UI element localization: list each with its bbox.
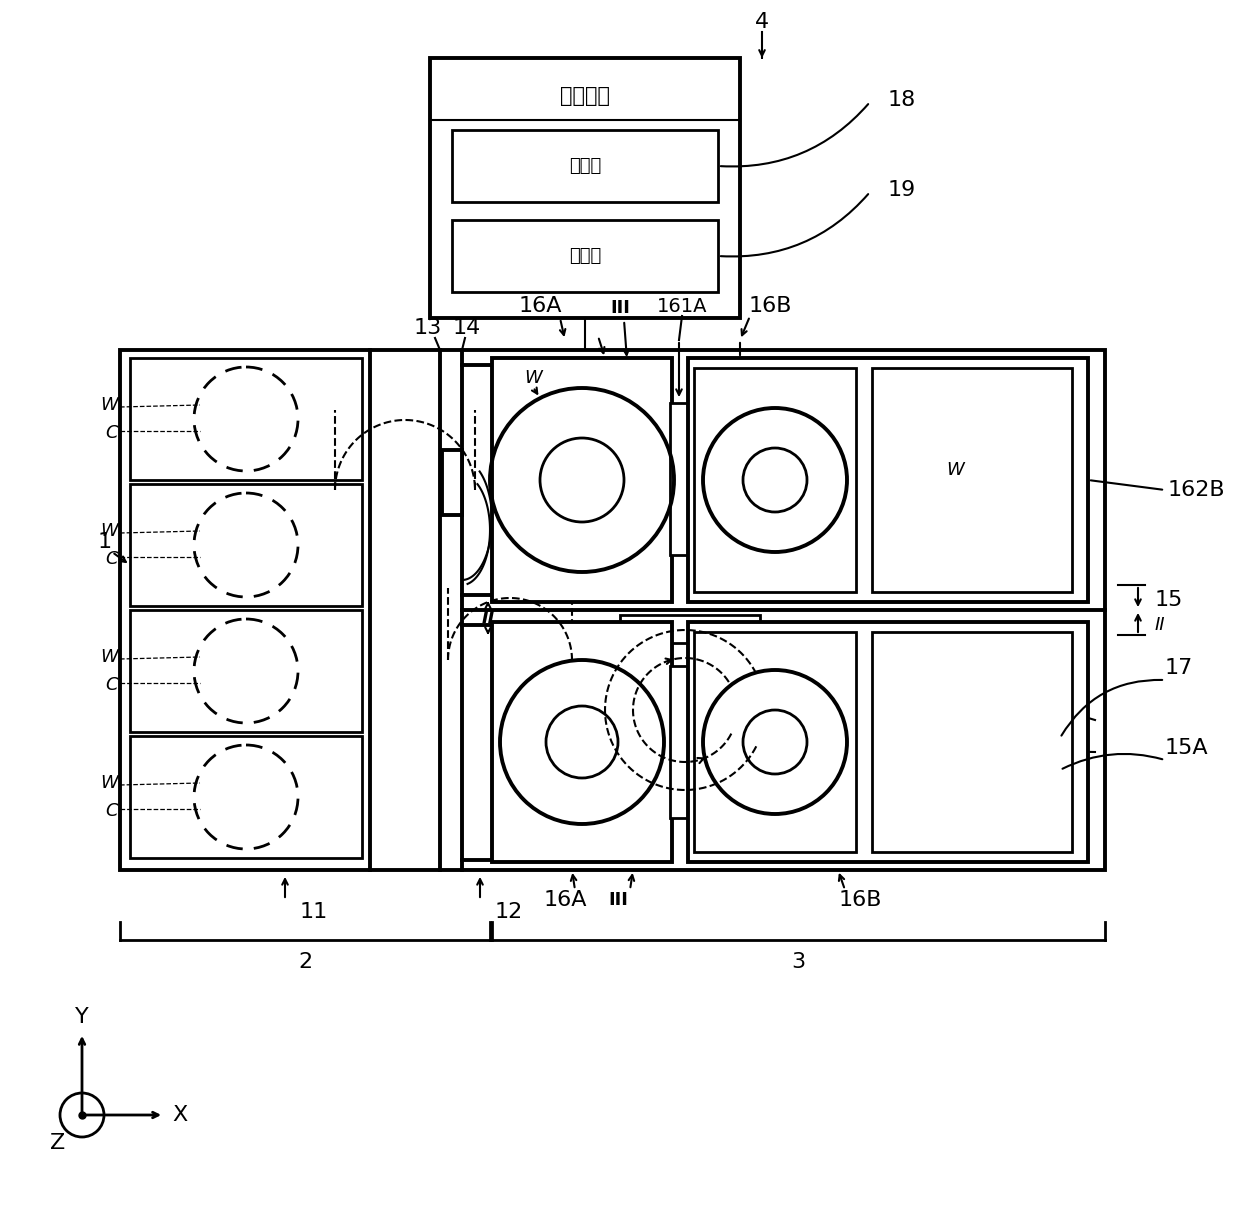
Text: III: III: [608, 892, 627, 909]
Text: W: W: [100, 523, 118, 540]
Bar: [492, 358, 672, 602]
Text: W: W: [525, 369, 542, 387]
Text: 15A: 15A: [1166, 738, 1209, 758]
Text: 18: 18: [888, 90, 916, 110]
Text: 14: 14: [453, 318, 481, 339]
Bar: [688, 358, 1087, 602]
Text: 16B: 16B: [838, 890, 882, 910]
Text: 控制装置: 控制装置: [560, 86, 610, 106]
Bar: [120, 350, 1105, 870]
Bar: [872, 368, 1073, 592]
Text: 15: 15: [1154, 590, 1183, 610]
Text: Z: Z: [51, 1133, 66, 1153]
Text: Y: Y: [76, 1007, 89, 1027]
Bar: [872, 632, 1073, 853]
Text: W: W: [100, 396, 118, 414]
Bar: [715, 643, 725, 667]
Text: 17: 17: [1166, 658, 1193, 678]
Bar: [430, 58, 740, 318]
Text: II: II: [481, 609, 495, 627]
Bar: [130, 358, 362, 480]
Text: 4: 4: [755, 12, 769, 32]
Bar: [441, 449, 463, 515]
Text: 12: 12: [495, 903, 523, 922]
Text: 16A: 16A: [543, 890, 587, 910]
Bar: [620, 615, 760, 643]
Text: 13: 13: [414, 318, 443, 339]
Bar: [670, 403, 688, 555]
Bar: [694, 632, 856, 853]
Bar: [130, 610, 362, 732]
Bar: [694, 368, 856, 592]
Bar: [453, 130, 718, 202]
Text: W: W: [100, 773, 118, 792]
Text: X: X: [172, 1105, 187, 1125]
Bar: [670, 666, 688, 818]
Text: 存储部: 存储部: [569, 247, 601, 266]
Text: 11: 11: [300, 903, 329, 922]
Text: 16B: 16B: [748, 296, 792, 315]
Bar: [492, 622, 672, 862]
Text: 16A: 16A: [518, 296, 562, 315]
Text: 2: 2: [298, 952, 312, 972]
Text: 1: 1: [98, 532, 112, 552]
Text: 3: 3: [791, 952, 805, 972]
Text: C: C: [105, 801, 118, 820]
Bar: [130, 484, 362, 607]
Bar: [453, 220, 718, 292]
Text: W: W: [100, 648, 118, 666]
Text: C: C: [105, 424, 118, 442]
Bar: [655, 643, 665, 667]
Text: II: II: [1154, 616, 1166, 635]
Text: W: W: [946, 460, 963, 479]
Bar: [130, 736, 362, 857]
Text: 控制部: 控制部: [569, 157, 601, 175]
Text: C: C: [105, 551, 118, 568]
Bar: [688, 622, 1087, 862]
Text: C: C: [105, 676, 118, 694]
Text: III: III: [610, 298, 630, 317]
Text: 19: 19: [888, 180, 916, 200]
Text: 161A: 161A: [657, 296, 707, 315]
Text: 162B: 162B: [1168, 480, 1225, 501]
